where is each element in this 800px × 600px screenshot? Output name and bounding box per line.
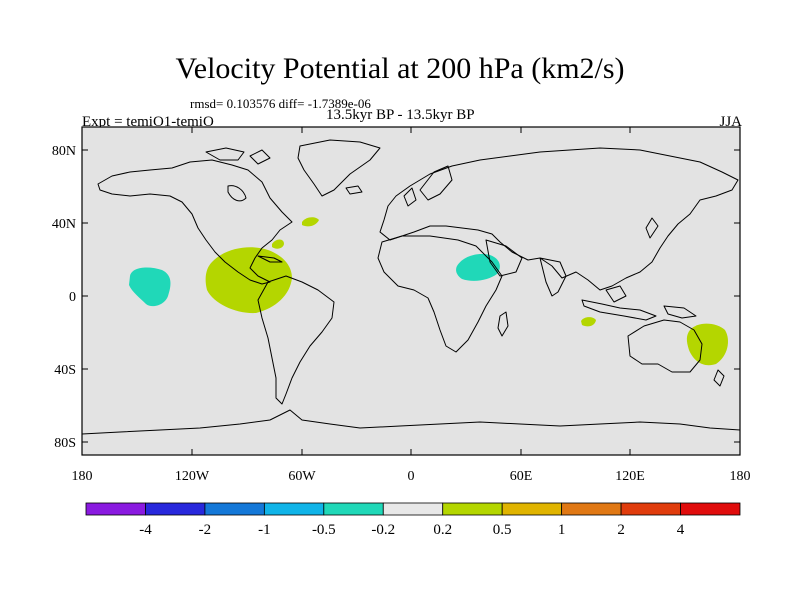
colorbar-swatch xyxy=(382,502,444,516)
lon-tick-marks xyxy=(191,127,631,455)
lat-label-80s: 80S xyxy=(54,436,76,451)
colorbar-label: 0.2 xyxy=(433,522,452,538)
colorbar-label: 0.5 xyxy=(493,522,512,538)
coastline-arctic-islands xyxy=(205,147,271,165)
coastline-cuba xyxy=(257,255,283,263)
coastline-iceland xyxy=(345,185,363,195)
colorbar-swatch xyxy=(501,502,563,516)
colorbar-swatch xyxy=(263,502,325,516)
coastline-new-zealand xyxy=(713,369,725,387)
lat-label-40s: 40S xyxy=(54,363,76,378)
colorbar-label: -2 xyxy=(199,522,212,538)
coastline-japan xyxy=(645,217,659,239)
lat-label-40n: 40N xyxy=(52,217,76,232)
coastline-borneo xyxy=(605,285,627,303)
colorbar-label: 1 xyxy=(558,522,566,538)
colorbar-swatch xyxy=(204,502,265,516)
coastline-britain xyxy=(403,187,417,207)
coastline-eurasia xyxy=(379,147,739,291)
coastline-scandinavia xyxy=(419,165,453,201)
plot-title: Velocity Potential at 200 hPa (km2/s) xyxy=(175,52,625,85)
coastline-north-america xyxy=(97,159,293,285)
lat-label-0: 0 xyxy=(69,290,76,305)
anomaly-east-africa-low xyxy=(456,254,500,281)
colorbar-swatch xyxy=(620,502,681,516)
coastline-arabia xyxy=(485,239,523,277)
lat-tick-marks xyxy=(82,149,740,443)
colorbar-label: -1 xyxy=(258,522,271,538)
lon-label-120w: 120W xyxy=(175,469,210,484)
stats-line: rmsd= 0.103576 diff= -1.7389e-06 xyxy=(190,96,371,111)
colorbar-label: -0.2 xyxy=(371,522,395,538)
anomaly-indian-ocean-high xyxy=(581,317,596,327)
coastline-madagascar xyxy=(497,311,509,337)
anomaly-atlantic-high xyxy=(302,217,319,227)
coastline-hudson-bay xyxy=(227,185,247,202)
colorbar-swatch xyxy=(323,502,384,516)
coastline-new-guinea xyxy=(663,305,697,319)
anomaly-australia-high xyxy=(686,323,728,366)
lon-label-0: 0 xyxy=(408,469,415,484)
coastlines xyxy=(81,139,741,435)
colorbar-label: -0.5 xyxy=(312,522,336,538)
colorbar-swatch xyxy=(442,502,503,516)
subtitle: 13.5kyr BP - 13.5kyr BP xyxy=(326,107,475,123)
lon-label-180-west: 180 xyxy=(72,469,93,484)
colorbar-label: 4 xyxy=(677,522,685,538)
colorbar-swatch xyxy=(680,502,741,516)
colorbar-swatch xyxy=(145,502,206,516)
colorbar-swatch xyxy=(85,502,146,516)
coastline-india xyxy=(539,257,567,297)
map-ocean-background xyxy=(82,127,740,455)
lon-label-180-east: 180 xyxy=(730,469,751,484)
coastline-greenland xyxy=(297,139,381,197)
season-label: JJA xyxy=(719,114,742,130)
colorbar-label: -4 xyxy=(139,522,152,538)
lon-label-60w: 60W xyxy=(288,469,316,484)
coastline-south-america xyxy=(257,275,335,405)
coastline-indonesia xyxy=(581,299,657,321)
lon-label-60e: 60E xyxy=(510,469,533,484)
colorbar-label: 2 xyxy=(617,522,625,538)
lat-tick-labels: 80N 40N 0 40S 80S xyxy=(52,144,76,451)
coastline-africa xyxy=(377,235,503,353)
lat-label-80n: 80N xyxy=(52,144,76,159)
colorbar-swatch xyxy=(561,502,622,516)
experiment-label: Expt = temiO1-temiO xyxy=(82,114,214,130)
lon-tick-labels: 180 120W 60W 0 60E 120E 180 xyxy=(72,469,751,484)
anomaly-caribbean-spot xyxy=(272,239,284,249)
lon-label-120e: 120E xyxy=(615,469,645,484)
coastline-antarctica xyxy=(81,409,741,435)
coastline-australia xyxy=(627,319,703,373)
anomaly-central-pacific-low xyxy=(129,267,171,307)
colorbar: -4 -2 -1 -0.5 -0.2 0.2 0.5 1 2 4 xyxy=(85,502,741,538)
